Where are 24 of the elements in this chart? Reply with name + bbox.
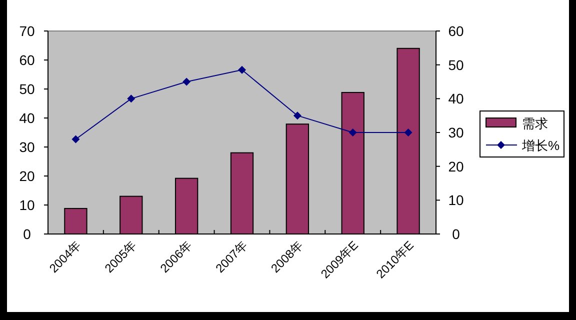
y2-tick-label: 20 <box>448 158 464 174</box>
point <box>293 112 302 120</box>
y-tick-label: 60 <box>19 52 35 68</box>
point <box>127 94 136 103</box>
y2-tick-label: 50 <box>448 56 464 73</box>
point <box>182 78 191 86</box>
y-tick-label: 10 <box>19 197 35 213</box>
y-tick-label: 70 <box>19 23 35 39</box>
y2-tick-label: 40 <box>448 90 464 107</box>
y-tick-label: 30 <box>19 139 35 155</box>
point <box>404 128 412 136</box>
y-tick-label: 40 <box>19 110 35 126</box>
y-tick-label: 20 <box>19 168 35 184</box>
point <box>238 66 246 74</box>
point <box>348 128 357 136</box>
y-tick-label: 50 <box>19 81 35 97</box>
y2-tick-label: 60 <box>448 23 464 39</box>
y-tick-label: 0 <box>23 226 32 242</box>
y2-tick-label: 10 <box>448 192 464 208</box>
point <box>72 135 80 144</box>
legend-label: 增长% <box>521 138 560 153</box>
y2-tick-label: 30 <box>448 124 464 140</box>
y2-tick-label: 0 <box>452 226 460 242</box>
legend-label: 需求 <box>522 116 548 131</box>
